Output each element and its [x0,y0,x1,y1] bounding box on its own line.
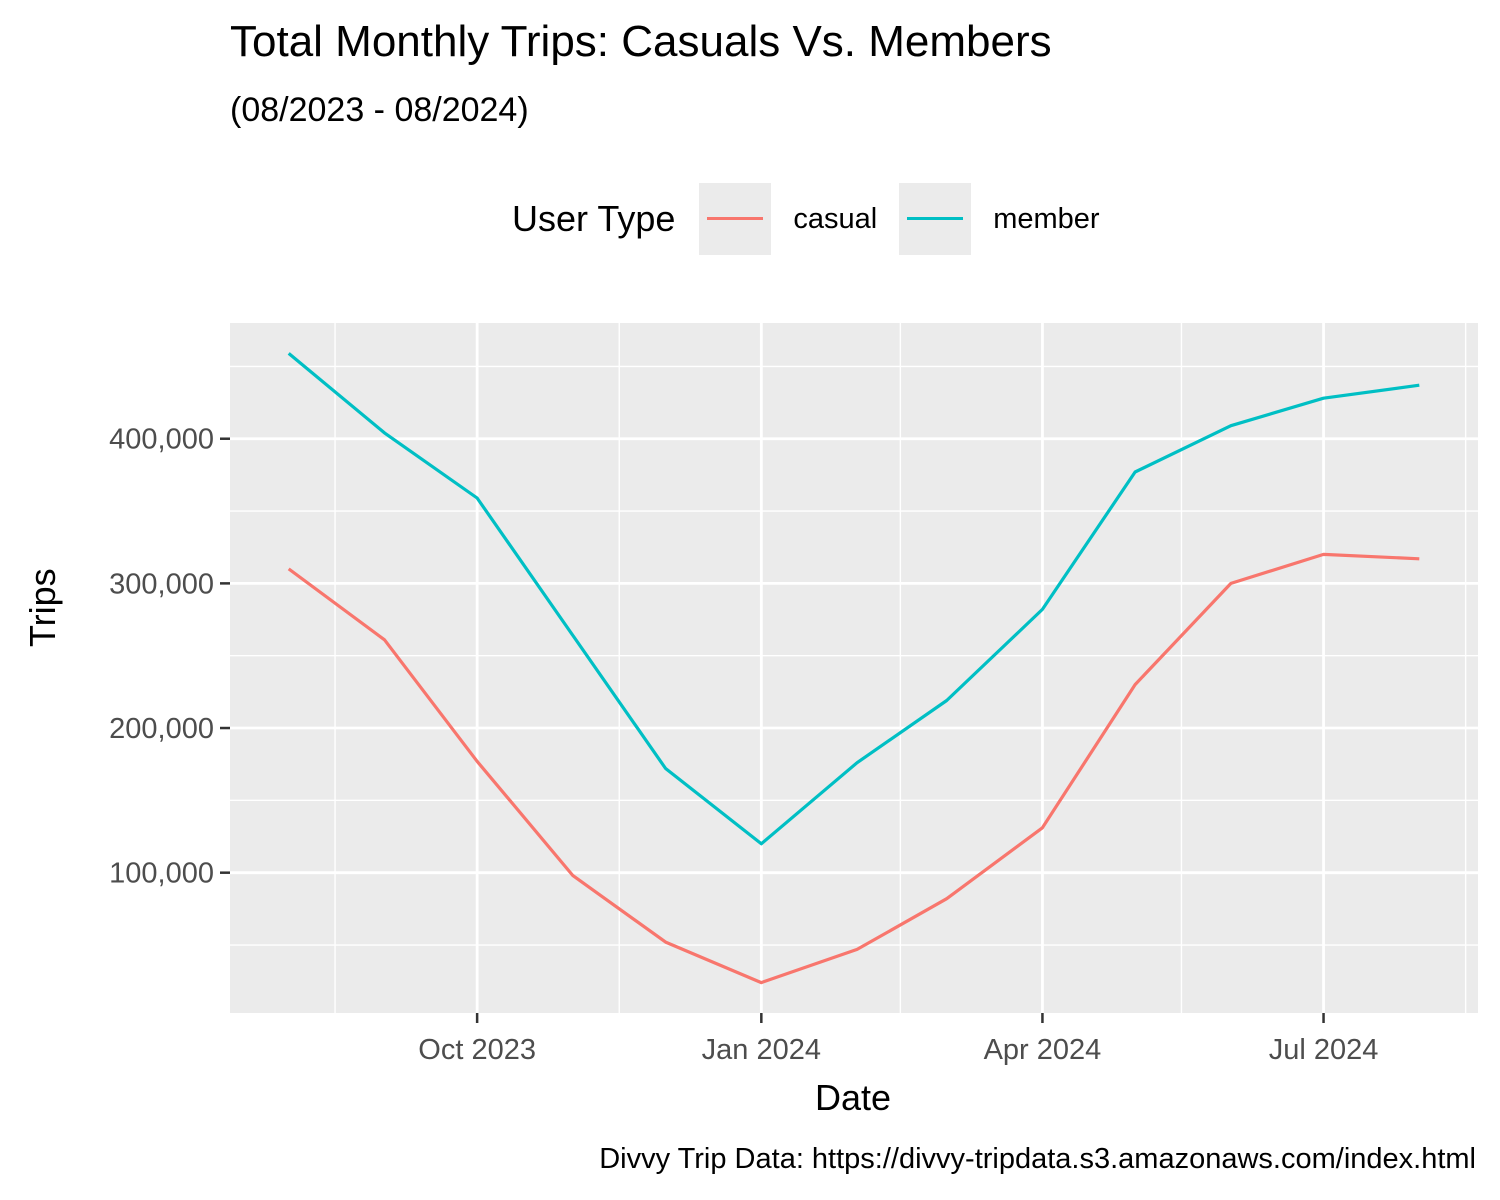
legend-label-member: member [993,202,1100,235]
y-tick-label: 400,000 [109,424,214,456]
legend-key-member [899,183,972,255]
chart-subtitle: (08/2023 - 08/2024) [230,91,529,129]
x-tick-label: Jul 2024 [1269,1034,1379,1066]
x-tick-label: Oct 2023 [418,1034,536,1066]
legend-swatch-casual [707,217,764,220]
x-tick-label: Apr 2024 [984,1034,1102,1066]
x-tick-label: Jan 2024 [702,1034,821,1066]
plot-panel [230,323,1478,1013]
series-line-member [287,352,1420,846]
y-tick-label: 200,000 [109,713,214,745]
legend-swatch-member [907,217,964,220]
series-line-casual [287,552,1420,985]
legend: User Type casual member [512,183,1122,255]
y-axis-label: Trips [22,568,63,647]
legend-title: User Type [512,198,676,239]
y-tick-label: 100,000 [109,858,214,890]
chart-title: Total Monthly Trips: Casuals Vs. Members [230,17,1052,66]
chart-caption: Divvy Trip Data: https://divvy-tripdata.… [599,1143,1476,1175]
legend-item-casual: casual [699,183,877,255]
legend-item-member: member [899,183,1100,255]
x-axis-label: Date [814,1077,892,1118]
y-tick-label: 300,000 [109,568,214,600]
legend-label-casual: casual [793,202,878,235]
legend-key-casual [699,183,772,255]
